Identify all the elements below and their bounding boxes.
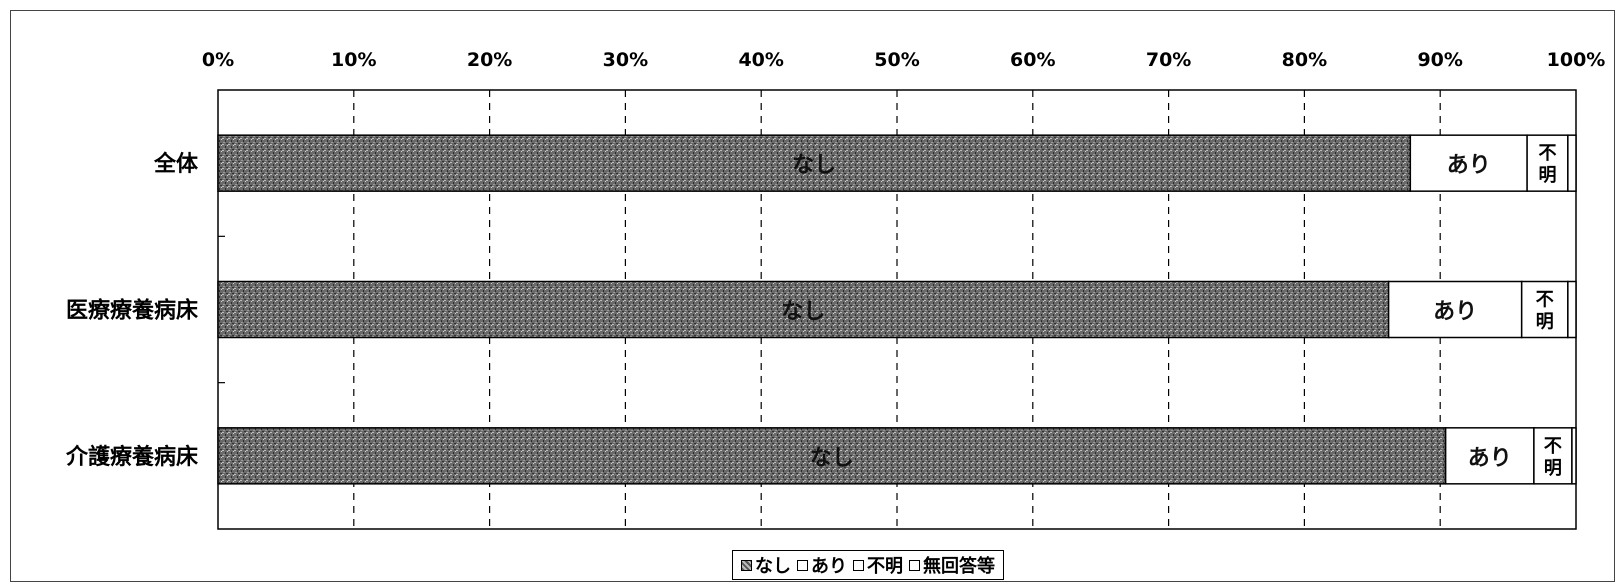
x-tick-label: 60% — [1010, 49, 1055, 71]
legend-label-fumei: 不明 — [867, 556, 903, 577]
x-tick-label: 50% — [874, 49, 919, 71]
x-tick-label: 40% — [738, 49, 783, 71]
legend-item-nashi: なし — [741, 552, 791, 578]
bar-data-label: なし — [792, 153, 836, 178]
legend-swatch-fumei — [853, 559, 864, 571]
bar-segment — [217, 134, 1412, 192]
bar-segment — [217, 280, 1390, 339]
bar-data-label: なし — [781, 300, 825, 325]
bar-segment — [1571, 427, 1577, 485]
bar-segment — [1387, 280, 1523, 339]
bar-data-label: 不 — [1538, 143, 1556, 164]
x-tick-label: 30% — [603, 49, 648, 71]
x-tick-label: 80% — [1282, 49, 1327, 71]
x-tick-label: 0% — [202, 49, 234, 71]
bar-data-label: あり — [1447, 153, 1491, 178]
bar-segment — [1533, 427, 1573, 485]
bar-data-label: 不 — [1544, 436, 1562, 457]
bar-data-label: 明 — [1536, 312, 1554, 333]
x-tick-label: 100% — [1547, 49, 1606, 71]
legend-item-fumei: 不明 — [853, 552, 903, 578]
legend-item-ari: あり — [797, 552, 847, 578]
bar-segment — [217, 427, 1447, 485]
bar-data-label: なし — [810, 446, 854, 471]
bar-data-label: あり — [1433, 300, 1477, 325]
legend-label-mukaitou: 無回答等 — [923, 556, 995, 577]
legend-label-ari: あり — [811, 556, 847, 577]
x-tick-label: 10% — [331, 49, 376, 71]
category-label: 介護療養病床 — [65, 444, 199, 470]
bar-segment — [1567, 134, 1577, 192]
legend-label-nashi: なし — [755, 556, 791, 577]
bar-segment — [1567, 280, 1577, 339]
x-tick-label: 20% — [467, 49, 512, 71]
bar-data-label: あり — [1468, 446, 1512, 471]
legend-swatch-ari — [797, 559, 808, 571]
bar-segment — [1526, 134, 1569, 192]
legend: なし あり 不明 無回答等 — [732, 550, 1004, 580]
category-label: 全体 — [153, 151, 199, 177]
x-tick-label: 90% — [1417, 49, 1462, 71]
legend-swatch-nashi — [741, 559, 752, 571]
bar-data-label: 明 — [1544, 458, 1562, 479]
x-tick-label: 70% — [1146, 49, 1191, 71]
legend-item-mukaitou: 無回答等 — [909, 552, 995, 578]
x-axis-tick-labels: 0% 10% 20% 30% 40% 50% 60% 70% 80% 90% 100% — [202, 49, 1605, 71]
bar-data-label: 不 — [1536, 290, 1554, 311]
legend-swatch-mukaitou — [909, 559, 920, 571]
category-label: 医療療養病床 — [66, 298, 199, 324]
bar-data-label: 明 — [1538, 165, 1556, 186]
